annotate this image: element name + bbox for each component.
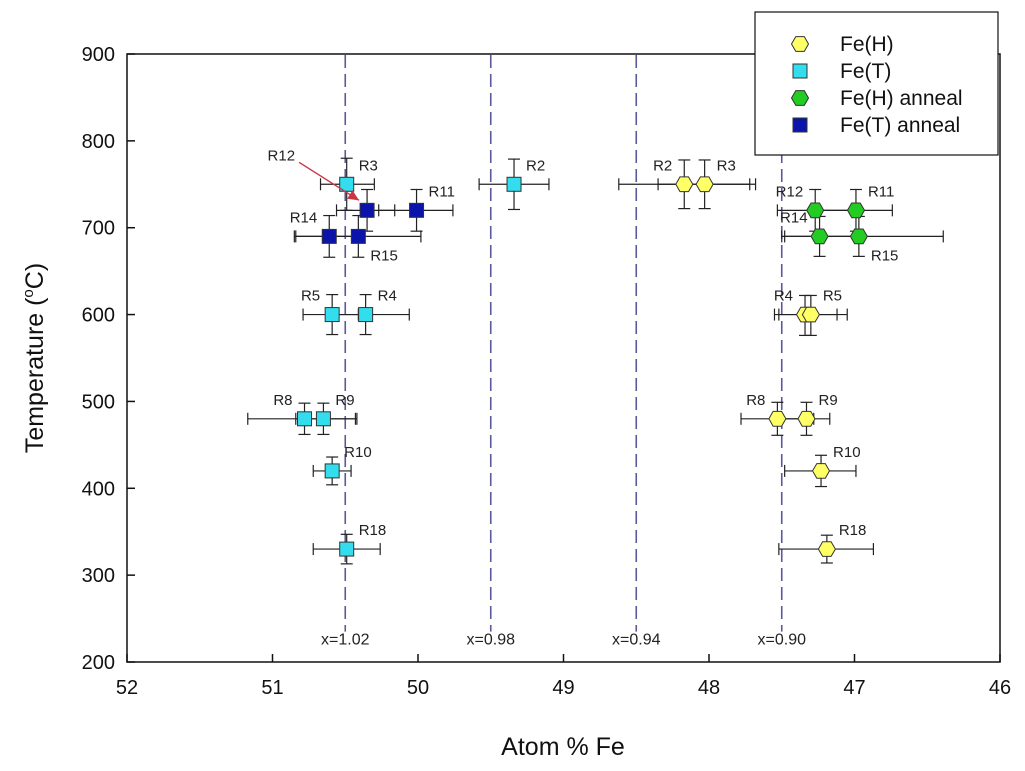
data-point-hexagon bbox=[675, 176, 694, 193]
x-tick-label: 52 bbox=[116, 677, 138, 699]
point-label: R3 bbox=[359, 157, 378, 174]
point-labels: R3 R2 R12 R11 R14 R15 R5 R4 R8 R9 R10 R18 R2 R3 R12 R11… bbox=[268, 147, 899, 539]
point-label: R12 bbox=[776, 183, 804, 200]
data-point-hexagon bbox=[797, 410, 816, 427]
data-point-square bbox=[409, 202, 425, 218]
legend-marker-square bbox=[792, 63, 808, 79]
legend-label: Fe(T) anneal bbox=[840, 114, 960, 137]
point-label: R4 bbox=[378, 288, 397, 305]
y-tick-label: 600 bbox=[82, 305, 115, 327]
error-bars bbox=[247, 157, 944, 565]
x-axis-ticks: 52 51 50 49 48 47 46 bbox=[116, 654, 1011, 699]
point-label: R15 bbox=[871, 247, 899, 264]
point-label: R4 bbox=[774, 288, 793, 305]
point-label: R15 bbox=[370, 247, 398, 264]
data-point-square bbox=[358, 307, 374, 323]
point-label: R12 bbox=[268, 147, 296, 164]
x-tick-label: 46 bbox=[989, 677, 1011, 699]
point-label: R5 bbox=[823, 288, 842, 305]
reference-line-label: x=0.90 bbox=[758, 632, 807, 649]
data-point-hexagon bbox=[810, 228, 829, 245]
data-point-hexagon bbox=[846, 202, 866, 219]
data-point-square bbox=[339, 176, 355, 192]
point-label: R10 bbox=[344, 444, 372, 461]
y-tick-label: 400 bbox=[82, 478, 115, 500]
annotation-arrow bbox=[298, 161, 360, 201]
point-label: R14 bbox=[290, 209, 318, 226]
point-label: R9 bbox=[818, 392, 837, 409]
point-label: R14 bbox=[780, 209, 808, 226]
data-point-hexagon bbox=[817, 541, 836, 557]
data-point-hexagon bbox=[811, 463, 831, 479]
point-label: R5 bbox=[301, 288, 320, 305]
legend-label: Fe(H) anneal bbox=[840, 87, 963, 110]
annotation-arrow-shaft bbox=[298, 161, 360, 201]
y-tick-label: 300 bbox=[82, 565, 115, 587]
reference-line-label: x=1.02 bbox=[321, 632, 370, 649]
point-label: R18 bbox=[839, 522, 867, 539]
data-point-square bbox=[315, 411, 331, 427]
reference-line-label: x=0.94 bbox=[612, 632, 661, 649]
data-point-square bbox=[350, 228, 366, 244]
y-tick-label: 900 bbox=[82, 44, 115, 66]
data-point-square bbox=[297, 411, 313, 427]
data-point-square bbox=[359, 202, 375, 218]
data-point-square bbox=[324, 307, 340, 323]
point-label: R11 bbox=[868, 183, 894, 200]
reference-lines: x=1.02 x=0.98 x=0.94 x=0.90 bbox=[321, 55, 806, 649]
y-axis-ticks: 200 300 400 500 600 700 800 900 bbox=[82, 44, 135, 674]
reference-line-label: x=0.98 bbox=[467, 632, 516, 649]
data-point-hexagon bbox=[849, 228, 868, 245]
data-markers bbox=[297, 176, 868, 557]
point-label: R10 bbox=[833, 444, 861, 461]
y-axis-title-pre: Temperature ( bbox=[21, 297, 49, 453]
point-label: R11 bbox=[429, 183, 455, 200]
annotation-arrow-head bbox=[347, 190, 360, 201]
point-label: R8 bbox=[746, 392, 765, 409]
y-tick-label: 700 bbox=[82, 218, 115, 240]
y-axis-title-post: C) bbox=[21, 263, 49, 289]
x-tick-label: 50 bbox=[407, 677, 429, 699]
data-point-hexagon bbox=[806, 202, 825, 219]
x-tick-label: 48 bbox=[698, 677, 720, 699]
legend-label: Fe(H) bbox=[840, 33, 894, 56]
data-point-hexagon bbox=[801, 306, 820, 323]
y-tick-label: 500 bbox=[82, 391, 115, 413]
legend-marker-hexagon bbox=[790, 90, 810, 106]
point-label: R18 bbox=[359, 522, 387, 539]
x-tick-label: 51 bbox=[261, 677, 283, 699]
data-point-hexagon bbox=[695, 176, 714, 193]
point-label: R8 bbox=[273, 392, 292, 409]
point-label: R3 bbox=[717, 157, 736, 174]
x-tick-label: 49 bbox=[552, 677, 574, 699]
legend-label: Fe(T) bbox=[840, 60, 891, 83]
x-axis-title: Atom % Fe bbox=[501, 733, 625, 761]
data-point-hexagon bbox=[768, 410, 787, 427]
data-point-square bbox=[506, 176, 522, 192]
legend-marker-hexagon bbox=[790, 36, 810, 52]
point-label: R2 bbox=[653, 157, 672, 174]
point-label: R2 bbox=[526, 157, 545, 174]
legend: Fe(H) Fe(T) Fe(H) anneal Fe(T) anneal bbox=[754, 11, 999, 156]
y-tick-label: 200 bbox=[82, 652, 115, 674]
x-tick-label: 47 bbox=[843, 677, 865, 699]
legend-marker-square bbox=[792, 117, 808, 133]
point-label: R9 bbox=[335, 392, 354, 409]
y-axis-title-sup: o bbox=[20, 289, 37, 297]
data-point-square bbox=[321, 228, 337, 244]
data-point-square bbox=[324, 463, 340, 479]
y-axis-title: Temperature (oC) bbox=[20, 263, 49, 453]
data-point-square bbox=[339, 541, 355, 557]
y-tick-label: 800 bbox=[82, 131, 115, 153]
